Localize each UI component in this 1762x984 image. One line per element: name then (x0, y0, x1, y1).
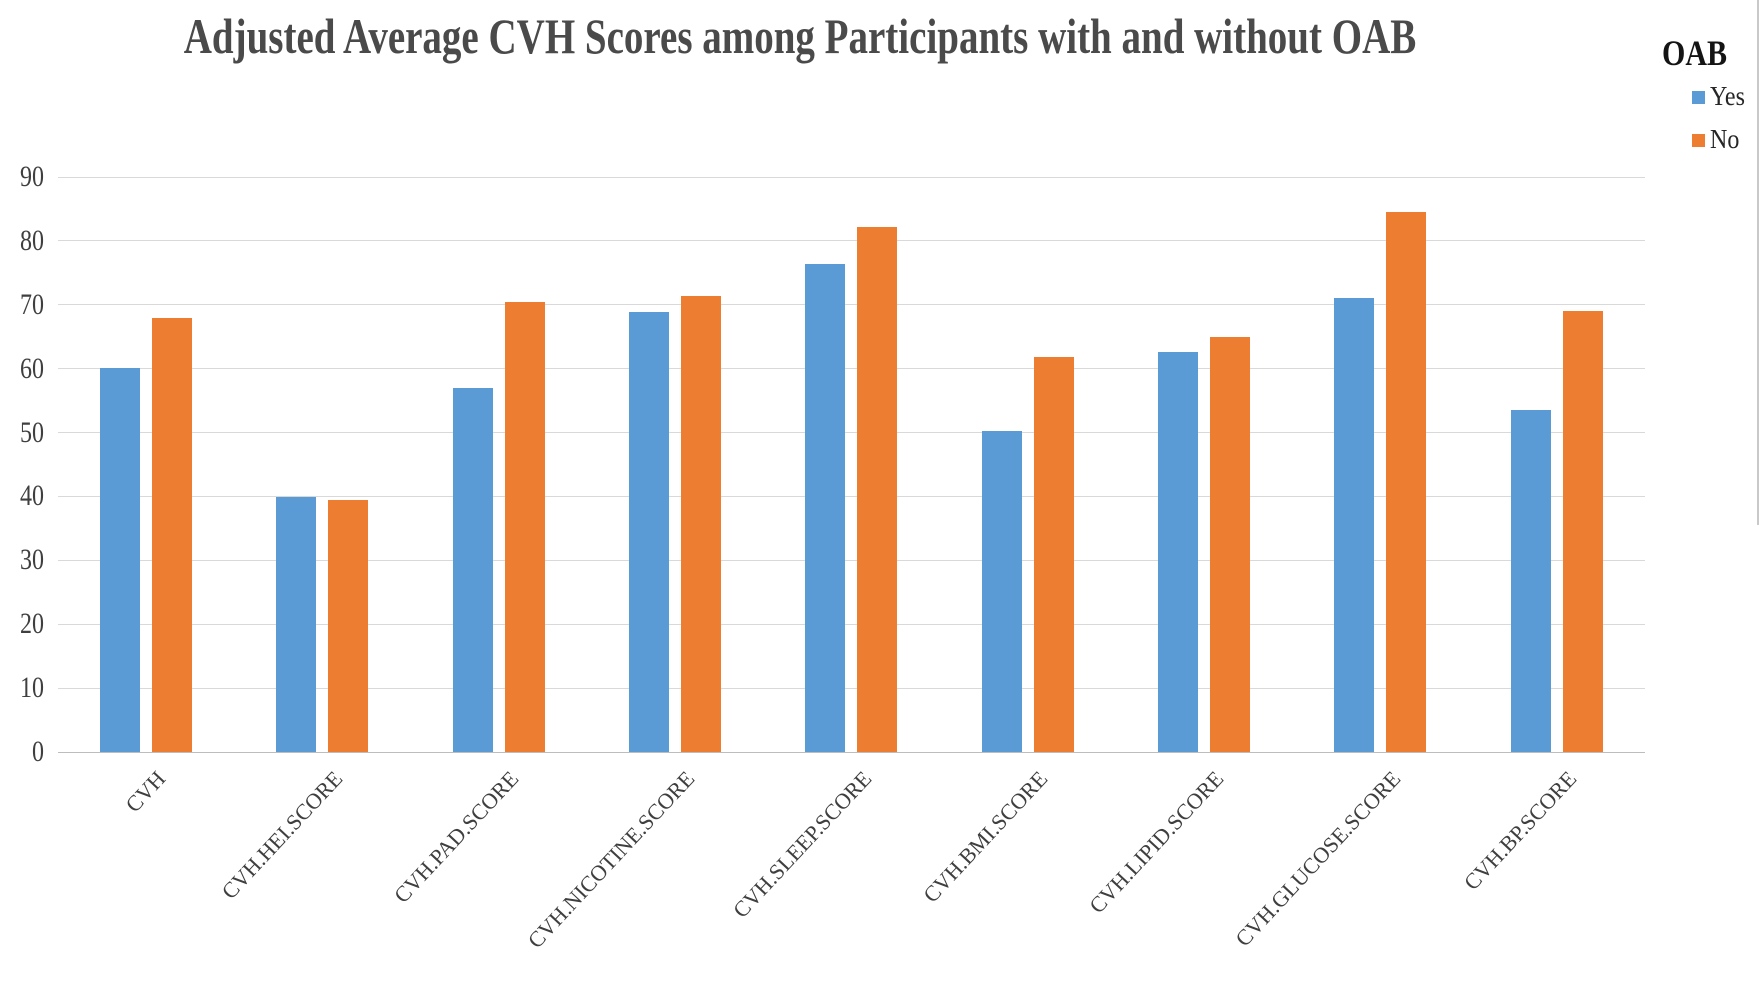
bars-container (58, 177, 1645, 752)
bar-no-cvh-bmi-score (1033, 357, 1074, 752)
y-tick-label: 70 (20, 288, 44, 322)
bar-no-cvh-nicotine-score (681, 295, 722, 752)
x-category-label: CVH.GLUCOSE.SCORE (1229, 766, 1405, 952)
legend-item-no: No (1692, 124, 1762, 155)
gridline (58, 495, 1645, 497)
legend-item-label: Yes (1710, 81, 1745, 112)
legend-title: OAB (1662, 34, 1728, 74)
plot-area: 0 10 20 30 40 50 60 70 80 90 CVH CVH.HEI.SCORE CVH.P… (20, 161, 1645, 953)
bar-no-cvh (152, 317, 193, 752)
x-category-label: CVH.BP.SCORE (1458, 766, 1582, 895)
bar-no-cvh-bp-score (1562, 311, 1603, 752)
x-category-label: CVH.SLEEP.SCORE (727, 766, 876, 923)
bar-yes-cvh-bp-score (1510, 410, 1551, 752)
legend-item-label: No (1710, 124, 1740, 155)
y-tick-label: 0 (32, 735, 44, 769)
gridline (58, 432, 1645, 434)
y-tick-label: 80 (20, 224, 44, 258)
bar-yes-cvh-glucose-score (1334, 297, 1375, 752)
bar-yes-cvh-bmi-score (981, 431, 1022, 752)
bar-yes-cvh-sleep-score (805, 263, 846, 752)
x-category-label: CVH.LIPID.SCORE (1084, 766, 1229, 919)
bar-no-cvh-glucose-score (1386, 211, 1427, 752)
bar-group-cvh-sleep-score (763, 177, 939, 752)
x-category-label: CVH.PAD.SCORE (388, 766, 524, 908)
gridline (58, 368, 1645, 370)
y-tick-label: 90 (20, 160, 44, 194)
chart-title: Adjusted Average CVH Scores among Partic… (183, 9, 1417, 65)
bar-group-cvh-lipid-score (1116, 177, 1292, 752)
bar-group-cvh-bmi-score (940, 177, 1116, 752)
bar-yes-cvh-lipid-score (1158, 352, 1199, 752)
x-category-label: CVH.NICOTINE.SCORE (522, 766, 700, 953)
image-edge-line (1757, 0, 1759, 525)
bar-group-cvh-bp-score (1469, 177, 1645, 752)
legend-swatch-icon (1692, 134, 1705, 147)
x-axis-line (58, 751, 1645, 753)
gridline (58, 623, 1645, 625)
y-tick-label: 20 (20, 607, 44, 641)
bar-yes-cvh-hei-score (276, 497, 317, 752)
bar-no-cvh-sleep-score (857, 226, 898, 752)
legend: OAB Yes No (1652, 34, 1762, 155)
bar-group-cvh-hei-score (234, 177, 410, 752)
x-category-label: CVH (120, 766, 171, 818)
gridline (58, 559, 1645, 561)
bar-group-cvh-pad-score (411, 177, 587, 752)
y-tick-label: 30 (20, 544, 44, 577)
bar-no-cvh-hei-score (328, 499, 369, 752)
y-tick-label: 40 (20, 480, 44, 513)
bar-yes-cvh-pad-score (452, 388, 493, 752)
x-category-label: CVH.BMI.SCORE (917, 766, 1053, 908)
x-category-label: CVH.HEI.SCORE (215, 766, 347, 904)
bar-group-cvh (58, 177, 234, 752)
bar-group-cvh-nicotine-score (587, 177, 763, 752)
legend-swatch-icon (1692, 91, 1705, 104)
bar-yes-cvh-nicotine-score (629, 311, 670, 752)
legend-items: Yes No (1652, 81, 1762, 155)
bar-yes-cvh (100, 368, 141, 752)
gridline (58, 304, 1645, 306)
y-tick-label: 60 (20, 352, 44, 385)
bar-group-cvh-glucose-score (1292, 177, 1468, 752)
y-tick-label: 10 (20, 671, 44, 705)
bar-no-cvh-lipid-score (1210, 337, 1251, 752)
y-tick-label: 50 (20, 416, 44, 449)
gridline (58, 687, 1645, 689)
legend-item-yes: Yes (1692, 81, 1762, 112)
bar-no-cvh-pad-score (504, 302, 545, 752)
gridline (58, 240, 1645, 242)
gridline (58, 176, 1645, 178)
